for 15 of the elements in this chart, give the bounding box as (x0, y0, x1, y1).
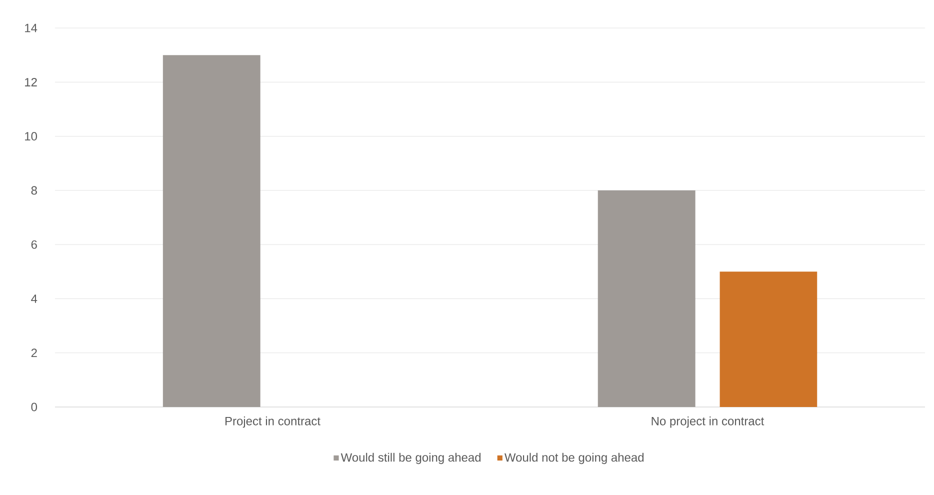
y-tick-label: 6 (31, 240, 37, 249)
x-tick-label: Project in contract (225, 416, 320, 428)
y-tick-label: 2 (31, 348, 37, 358)
y-tick-label: 14 (25, 24, 38, 32)
y-tick-label: 10 (25, 132, 38, 141)
bar (720, 272, 818, 407)
y-tick-label: 8 (31, 186, 37, 195)
legend-label: Would not be going ahead (504, 452, 644, 464)
bar (598, 190, 696, 407)
x-tick-label: No project in contract (652, 416, 764, 428)
y-tick-label: 0 (31, 402, 38, 412)
y-tick-label: 4 (31, 294, 38, 303)
bar (162, 55, 260, 407)
y-tick-label: 12 (25, 78, 37, 86)
legend-label: Would still be going ahead (340, 452, 481, 464)
